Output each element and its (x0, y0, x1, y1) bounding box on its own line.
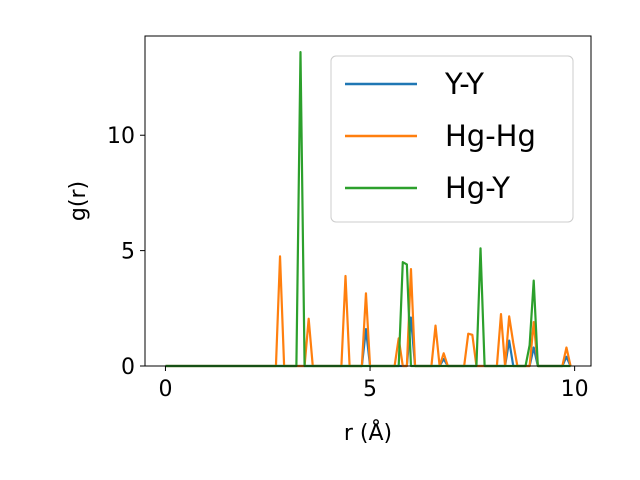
legend-label-y-y: Y-Y (444, 67, 484, 101)
x-ticks: 0 5 10 (158, 366, 589, 402)
y-ticks: 0 5 10 (107, 124, 145, 380)
legend: Y-Y Hg-Hg Hg-Y (330, 55, 574, 223)
y-tick-label: 5 (121, 240, 135, 265)
y-axis-label: g(r) (66, 181, 91, 221)
plot-frame (144, 35, 592, 367)
legend-label-hg-hg: Hg-Hg (445, 119, 536, 153)
y-tick-label: 0 (121, 355, 135, 380)
y-tick-label: 10 (107, 124, 135, 149)
x-tick-label: 5 (363, 377, 377, 402)
x-axis-label: r (Å) (344, 419, 392, 446)
legend-label-hg-y: Hg-Y (445, 171, 510, 205)
x-tick-label: 0 (158, 377, 172, 402)
legend-box (330, 55, 574, 223)
x-tick-label: 10 (561, 377, 589, 402)
